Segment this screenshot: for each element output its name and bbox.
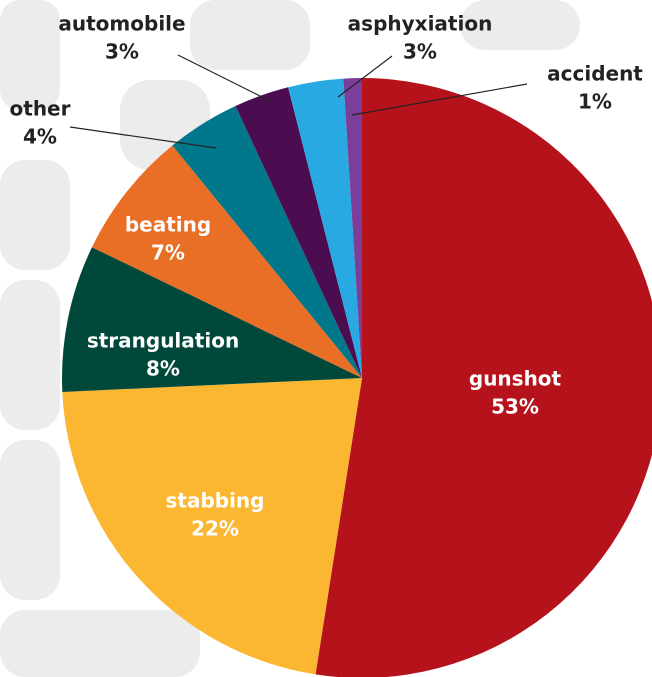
slice-name: asphyxiation [348, 12, 493, 36]
slice-name: strangulation [87, 329, 239, 353]
slice-value-label: 3% [403, 40, 437, 64]
slice-name: automobile [58, 12, 185, 36]
slice-name: other [10, 97, 71, 121]
slice-name: gunshot [469, 367, 562, 391]
slice-value-label: 8% [146, 357, 180, 381]
slice-value-label: 3% [105, 40, 139, 64]
slice-name: beating [125, 213, 211, 237]
slice-name: accident [547, 62, 643, 86]
slice-value-label: 7% [151, 241, 185, 265]
slice-value-label: 4% [23, 125, 57, 149]
slice-name: stabbing [165, 489, 264, 513]
slice-value-label: 22% [191, 517, 239, 541]
slice-value-label: 1% [578, 90, 612, 114]
slice-value-label: 53% [491, 395, 539, 419]
